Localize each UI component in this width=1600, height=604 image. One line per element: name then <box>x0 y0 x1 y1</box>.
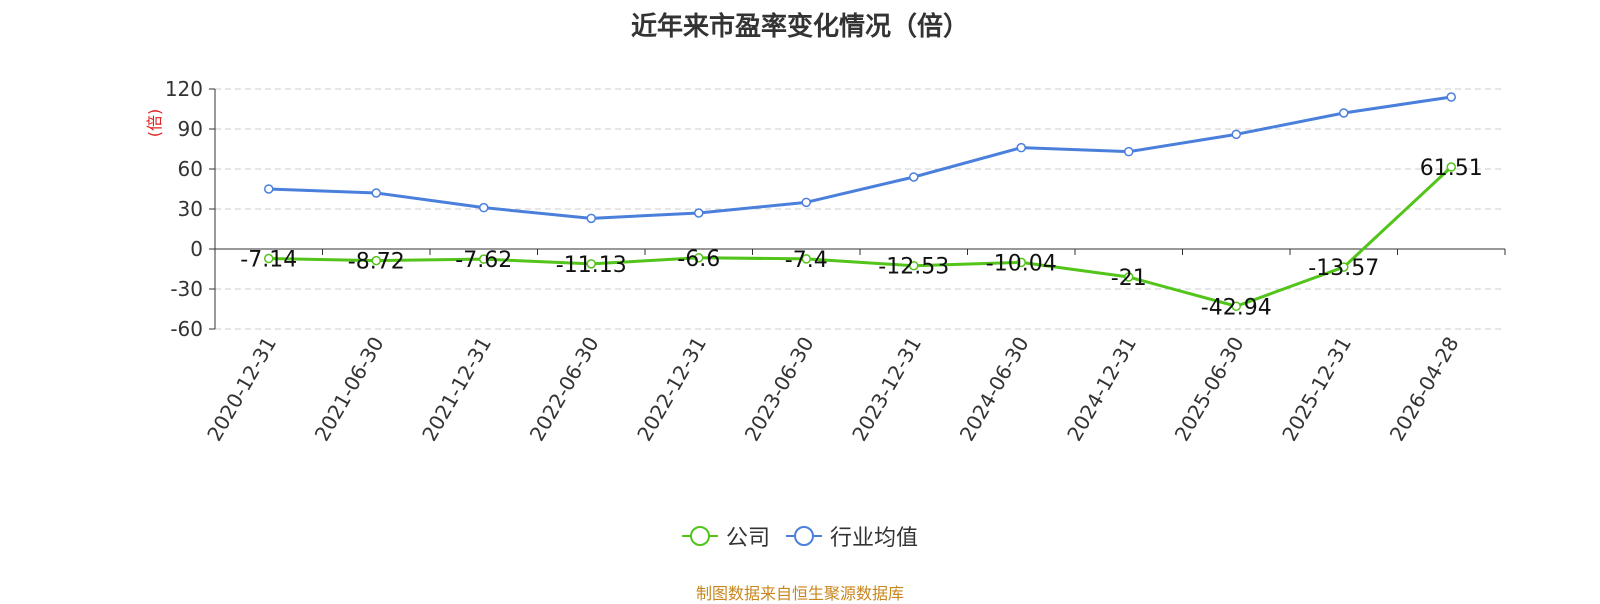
company-data-label: -7.14 <box>240 248 297 273</box>
y-tick-label: 120 <box>165 77 203 101</box>
company-data-label: -7.4 <box>785 248 828 273</box>
industry-data-point <box>586 213 596 224</box>
company-data-label: -42.94 <box>1201 295 1272 320</box>
industry-data-point <box>694 208 704 218</box>
company-data-label: -8.72 <box>348 250 405 275</box>
legend-item-industry[interactable]: 行业均值 <box>786 520 918 552</box>
x-tick-label: 2020-12-31 <box>202 333 281 446</box>
x-tick-label: 2022-12-31 <box>632 333 711 446</box>
legend: 公司 行业均值 <box>0 520 1600 552</box>
industry-data-point <box>801 197 811 208</box>
company-data-label: -10.04 <box>986 251 1057 276</box>
x-tick-label: 2021-06-30 <box>310 333 389 446</box>
company-data-point <box>1446 162 1456 172</box>
x-tick-label: 2024-12-31 <box>1062 333 1141 446</box>
company-data-point <box>694 253 704 263</box>
company-data-label: -6.6 <box>677 247 720 272</box>
company-data-label: -7.62 <box>455 248 512 273</box>
y-tick-label: 30 <box>178 197 203 221</box>
company-data-point <box>1016 257 1026 268</box>
x-tick-label: 2024-06-30 <box>955 333 1034 446</box>
company-data-label: -12.53 <box>878 255 949 280</box>
x-tick-label: 2023-06-30 <box>740 333 819 446</box>
legend-label-industry: 行业均值 <box>830 526 919 551</box>
industry-data-point <box>1124 146 1134 157</box>
legend-label-company: 公司 <box>725 526 770 551</box>
industry-data-point <box>479 202 489 213</box>
company-data-point <box>371 255 381 266</box>
company-data-point <box>1124 272 1134 282</box>
legend-line-circle-icon <box>681 526 718 546</box>
industry-data-point <box>909 172 919 182</box>
x-tick-label: 2022-06-30 <box>525 333 604 446</box>
industry-data-point <box>1446 92 1456 102</box>
company-data-point <box>264 253 274 264</box>
company-data-point <box>479 254 489 264</box>
company-data-label: -21 <box>1111 266 1147 291</box>
y-axis-label: (倍) <box>145 109 164 138</box>
data-labels: -7.14 -8.72 -7.62 -11.13 -6.6 -7.4 -12.53 -10.0… <box>240 156 1482 320</box>
grid-lines <box>215 88 1505 330</box>
x-tick-label: 2021-12-31 <box>417 333 496 446</box>
y-tick-label: 0 <box>190 237 203 261</box>
series <box>264 92 1456 312</box>
company-data-label: -11.13 <box>556 253 627 278</box>
y-tick-label: 90 <box>178 117 203 141</box>
x-tick-label: 2023-12-31 <box>847 333 926 446</box>
industry-data-point <box>371 188 381 198</box>
x-tick-label: 2026-04-28 <box>1385 333 1464 446</box>
legend-line-circle-icon <box>786 526 822 546</box>
industry-data-point <box>1016 142 1026 153</box>
company-data-label: 61.51 <box>1420 156 1483 181</box>
y-tick-label: -30 <box>170 277 203 301</box>
industry-series-line <box>268 95 1452 220</box>
legend-item-company[interactable]: 公司 <box>681 520 770 552</box>
y-tick-label: 60 <box>178 157 203 181</box>
industry-data-point <box>1231 129 1241 140</box>
y-tick-label: -60 <box>170 317 203 341</box>
x-tick-label: 2025-12-31 <box>1277 333 1356 446</box>
company-data-point <box>586 259 596 269</box>
industry-data-point <box>264 184 274 194</box>
industry-data-point <box>1339 108 1349 118</box>
company-data-point <box>1339 262 1349 272</box>
company-data-label: -13.57 <box>1308 256 1379 281</box>
company-series-line <box>268 165 1453 308</box>
chart-title: 近年来市盈率变化情况（倍） <box>630 12 969 42</box>
company-data-point <box>1231 301 1241 312</box>
data-source-note: 制图数据来自恒生聚源数据库 <box>695 584 904 603</box>
x-tick-label: 2025-06-30 <box>1170 333 1249 446</box>
company-data-point <box>909 260 919 271</box>
company-data-point <box>801 254 811 264</box>
